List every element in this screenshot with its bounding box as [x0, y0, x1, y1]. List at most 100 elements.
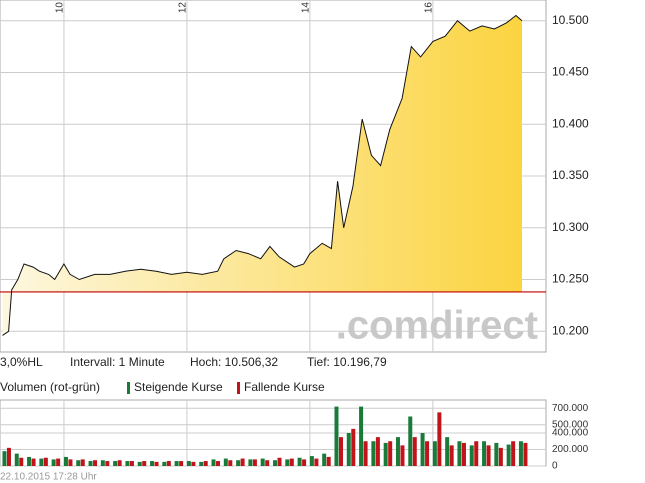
volume-bar — [351, 428, 356, 466]
volume-bar — [166, 461, 171, 466]
stat: 3,0%HL — [0, 355, 43, 369]
y-tick-label: 200.000 — [552, 444, 589, 455]
timestamp: 22.10.2015 17:28 Uhr — [0, 472, 97, 483]
volume-bar — [518, 441, 523, 466]
x-tick-label: 12 — [178, 2, 189, 14]
volume-bar — [137, 461, 142, 466]
volume-bar — [383, 442, 388, 466]
volume-title: Volumen (rot-grün) — [0, 380, 100, 394]
volume-bar — [408, 416, 413, 466]
volume-bar — [39, 458, 44, 466]
volume-bar — [19, 457, 24, 466]
stat: Tief: 10.196,79 — [307, 355, 387, 369]
y-tick-label: 10.350 — [552, 168, 589, 182]
x-tick-label: 14 — [301, 2, 312, 14]
volume-bar — [248, 459, 253, 466]
volume-bar — [113, 461, 118, 466]
legend-swatch — [237, 382, 240, 394]
volume-bar — [511, 441, 516, 466]
x-tick-label: 10 — [55, 2, 66, 14]
price-line — [2, 14, 523, 336]
volume-bar — [51, 459, 56, 466]
volume-bar — [494, 442, 499, 466]
stat: Intervall: 1 Minute — [70, 355, 165, 369]
volume-bar — [216, 461, 221, 466]
volume-bar — [375, 437, 380, 466]
volume-bar — [309, 456, 314, 466]
volume-bar — [363, 441, 368, 466]
volume-bar — [31, 458, 36, 466]
watermark: .comdirect — [336, 304, 538, 348]
volume-bar — [359, 406, 364, 466]
volume-bar — [191, 461, 196, 466]
volume-bar — [43, 457, 48, 466]
volume-bar — [88, 461, 93, 466]
volume-bar — [482, 441, 487, 466]
legend-swatch — [127, 382, 130, 394]
volume-bar — [150, 461, 155, 466]
volume-bar — [186, 461, 191, 466]
volume-bar — [523, 442, 528, 466]
y-tick-label: 10.400 — [552, 116, 589, 130]
volume-bar — [302, 459, 307, 466]
volume-bar — [425, 441, 430, 466]
volume-bar — [252, 459, 257, 466]
volume-bar — [445, 437, 450, 466]
volume-bar — [338, 437, 343, 466]
volume-bar — [437, 412, 442, 466]
volume-bar — [285, 459, 290, 466]
volume-bar — [322, 453, 327, 466]
volume-bar — [6, 447, 11, 466]
y-tick-label: 0 — [552, 461, 558, 472]
volume-bar — [412, 437, 417, 466]
y-tick-label: 10.250 — [552, 272, 589, 286]
volume-bar — [100, 460, 105, 466]
volume-bar — [142, 461, 147, 466]
y-tick-label: 400.000 — [552, 428, 589, 439]
volume-bar — [2, 451, 7, 466]
y-tick-label: 10.500 — [552, 13, 589, 27]
volume-bar — [129, 461, 134, 466]
volume-bar — [388, 441, 393, 466]
volume-bar — [449, 445, 454, 466]
volume-bar — [486, 445, 491, 466]
volume-bar — [162, 461, 167, 466]
volume-bar — [400, 445, 405, 466]
y-tick-label: 500.000 — [552, 419, 589, 430]
volume-bar — [203, 461, 208, 466]
volume-bar — [14, 453, 19, 466]
volume-bar — [506, 444, 511, 466]
volume-bar — [498, 447, 503, 466]
y-tick-label: 700.000 — [552, 403, 589, 414]
volume-bar — [93, 460, 98, 466]
volume-bar — [80, 459, 85, 466]
y-tick-label: 10.450 — [552, 65, 589, 79]
volume-bar — [154, 461, 159, 466]
volume-bar — [273, 460, 277, 466]
volume-bar — [27, 456, 32, 466]
volume-bar — [326, 456, 331, 466]
volume-bar — [228, 460, 233, 466]
volume-bar — [334, 406, 339, 466]
volume-bar — [260, 458, 265, 466]
x-tick-label: 16 — [424, 2, 435, 14]
area — [2, 15, 523, 336]
volume-bar — [265, 460, 270, 466]
volume-bar — [76, 460, 81, 466]
volume-bar — [277, 457, 282, 466]
volume-bar — [105, 461, 110, 466]
y-tick-label: 10.200 — [552, 323, 589, 337]
volume-bar — [236, 460, 241, 466]
volume-bar — [395, 437, 400, 466]
volume-bar — [469, 445, 474, 466]
legend-label: Steigende Kurse — [134, 380, 223, 394]
legend-label: Fallende Kurse — [244, 380, 325, 394]
volume-bar — [125, 461, 130, 466]
volume-bar — [420, 433, 425, 466]
volume-bar — [346, 433, 351, 466]
volume-bar — [117, 460, 122, 466]
volume-bar — [457, 441, 462, 466]
volume-bar — [68, 459, 73, 466]
